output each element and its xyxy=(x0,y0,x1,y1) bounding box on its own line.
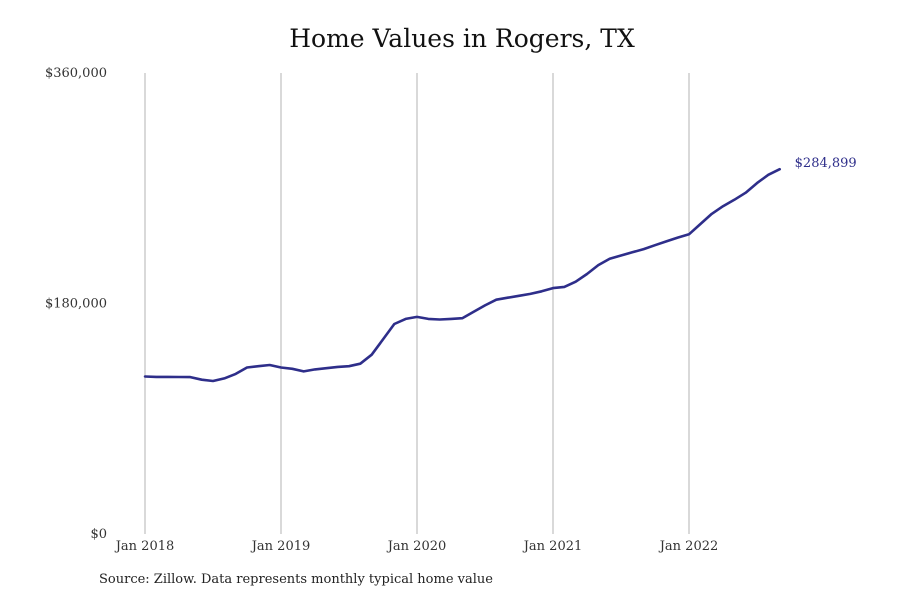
y-tick-label: $180,000 xyxy=(45,297,107,312)
x-tick-label: Jan 2020 xyxy=(386,539,447,554)
y-tick-label: $360,000 xyxy=(45,66,107,81)
series-line-group xyxy=(143,167,782,383)
x-tick-label: Jan 2018 xyxy=(114,539,175,554)
end-value-label: $284,899 xyxy=(795,156,857,171)
x-tick-label: Jan 2021 xyxy=(522,539,583,554)
x-axis-ticks: Jan 2018 Jan 2019 Jan 2020 Jan 2021 Jan 2022 xyxy=(114,539,719,554)
y-tick-label: $0 xyxy=(90,527,107,542)
x-tick-label: Jan 2022 xyxy=(658,539,719,554)
series-line xyxy=(143,167,782,383)
end-label-group: $284,899 xyxy=(795,156,857,171)
source-note: Source: Zillow. Data represents monthly … xyxy=(99,572,493,587)
chart-title: Home Values in Rogers, TX xyxy=(289,24,635,53)
x-tick-label: Jan 2019 xyxy=(250,539,311,554)
y-axis-ticks: $0 $180,000 $360,000 xyxy=(45,66,107,542)
grid-lines xyxy=(144,73,690,534)
